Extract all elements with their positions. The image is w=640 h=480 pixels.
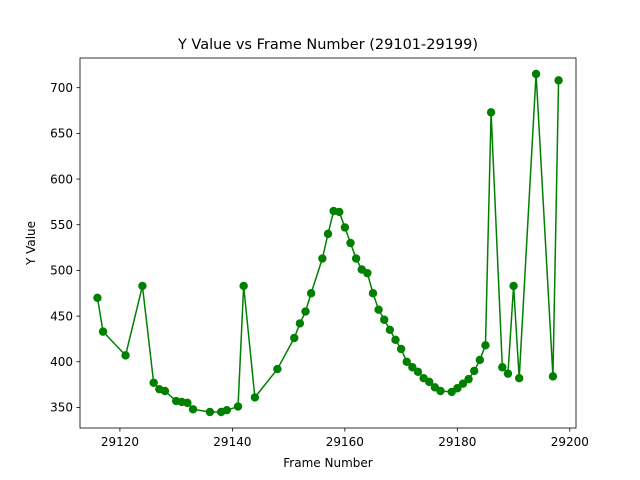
data-point xyxy=(486,108,496,117)
axes-frame xyxy=(79,57,577,429)
data-point xyxy=(363,268,372,278)
y-tick-label: 350 xyxy=(50,401,73,415)
plot-area xyxy=(79,57,577,429)
data-point xyxy=(93,293,102,303)
data-point xyxy=(306,289,316,298)
data-point xyxy=(413,367,423,377)
y-tick-label: 400 xyxy=(50,355,73,369)
data-point xyxy=(498,363,507,372)
x-axis: 29120 29140 29160 29180 29200 xyxy=(101,428,589,449)
data-point xyxy=(425,377,434,387)
data-point xyxy=(548,372,558,381)
data-point xyxy=(121,351,130,360)
data-point xyxy=(188,405,198,414)
chart-title: Y Value vs Frame Number (29101-29199) xyxy=(177,37,478,53)
data-point xyxy=(531,69,541,79)
data-point xyxy=(464,374,473,384)
y-tick-label: 650 xyxy=(50,127,73,141)
data-point xyxy=(351,254,361,263)
data-point xyxy=(509,281,518,291)
y-axis: 350 400 450 500 550 600 650 700 xyxy=(50,81,80,415)
y-tick-label: 600 xyxy=(50,172,73,186)
data-point xyxy=(515,374,524,383)
data-point xyxy=(554,76,563,85)
data-point xyxy=(368,289,378,298)
data-point xyxy=(396,344,406,354)
data-point xyxy=(391,335,400,345)
data-point xyxy=(295,319,305,328)
data-point xyxy=(340,223,350,232)
y-tick-label: 500 xyxy=(50,264,73,278)
data-point xyxy=(233,402,243,411)
x-tick-label: 29180 xyxy=(438,435,476,449)
y-tick-label: 550 xyxy=(50,218,73,232)
y-axis-label: Y Value xyxy=(24,221,38,266)
data-point xyxy=(470,366,479,376)
x-tick-label: 29140 xyxy=(213,435,251,449)
data-point xyxy=(301,307,310,316)
data-point xyxy=(222,405,231,415)
data-point xyxy=(380,315,389,324)
data-point xyxy=(458,379,468,388)
y-tick-label: 450 xyxy=(50,309,73,323)
data-point xyxy=(453,384,462,393)
data-point xyxy=(138,281,147,291)
data-point xyxy=(436,386,445,396)
data-point xyxy=(149,378,158,387)
series-layer xyxy=(93,69,563,417)
data-point xyxy=(475,355,485,365)
data-point xyxy=(290,333,299,343)
y-tick-label: 700 xyxy=(50,81,73,95)
data-point xyxy=(205,407,215,417)
data-point xyxy=(239,281,248,291)
data-point xyxy=(503,369,513,378)
data-point xyxy=(335,207,344,217)
data-point xyxy=(98,327,108,336)
x-axis-label: Frame Number xyxy=(283,456,372,470)
data-point xyxy=(346,238,355,248)
data-point xyxy=(160,386,170,396)
data-point xyxy=(318,254,327,263)
x-tick-label: 29120 xyxy=(101,435,139,449)
data-point xyxy=(481,341,490,350)
data-point xyxy=(323,229,333,239)
x-tick-label: 29200 xyxy=(551,435,589,449)
data-point xyxy=(408,363,417,372)
data-point xyxy=(250,393,260,402)
x-tick-label: 29160 xyxy=(326,435,364,449)
data-point xyxy=(374,305,383,314)
data-point xyxy=(273,364,282,374)
data-point xyxy=(385,325,395,334)
data-point xyxy=(402,357,411,366)
data-point xyxy=(183,398,192,408)
